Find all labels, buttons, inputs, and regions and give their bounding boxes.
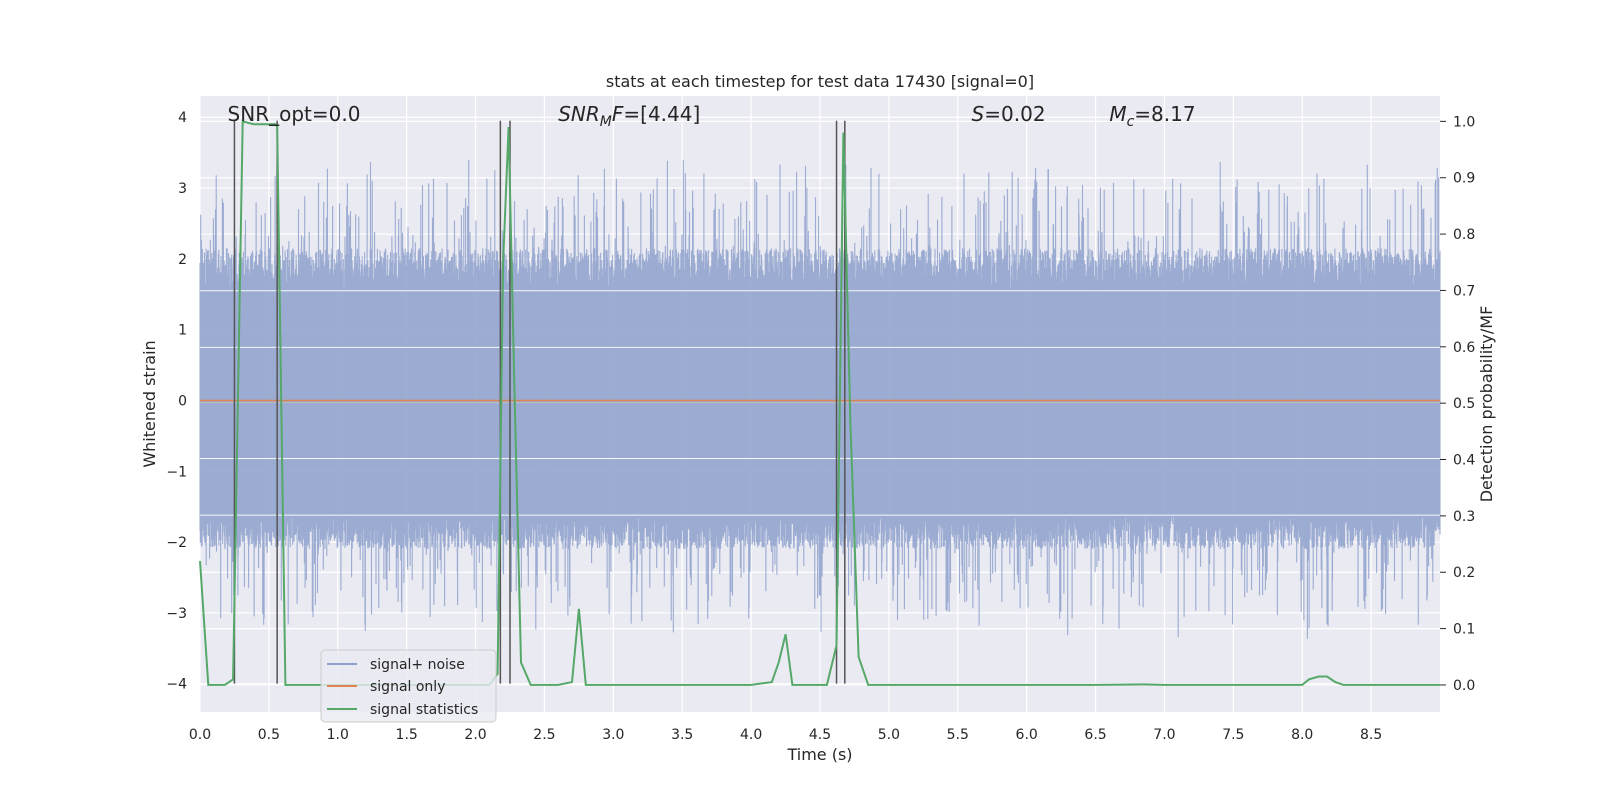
y-tick-label: 0	[178, 393, 187, 409]
y-axis-ticks: −4 −3 −2 −1 0 1 2 3 4	[166, 110, 187, 692]
x-tick-label: 6.0	[1016, 727, 1038, 743]
x-tick-label: 5.5	[947, 727, 969, 743]
x-tick-label: 7.5	[1222, 727, 1244, 743]
y2-tick-label: 0.5	[1453, 396, 1475, 412]
x-tick-label: 1.0	[327, 727, 349, 743]
y2-tick-label: 0.0	[1453, 678, 1475, 694]
annotation-chirp-mass: Mc=8.17	[1109, 102, 1195, 130]
y-tick-label: 1	[178, 323, 187, 339]
annotations: SNR_opt=0.0 SNRMF=[4.44] S=0.02 Mc=8.17	[228, 102, 1196, 130]
annotation-snr-mf: SNRMF=[4.44]	[558, 102, 700, 130]
x-tick-label: 4.0	[740, 727, 762, 743]
x-tick-label: 3.5	[671, 727, 693, 743]
y2-axis-ticks: 0.0 0.1 0.2 0.3 0.4 0.5 0.6 0.7 0.8 0.9 1.0	[1440, 114, 1475, 694]
y2-tick-label: 0.1	[1453, 622, 1475, 638]
signal-statistics-line	[199, 120, 1440, 686]
signal-statistics-series	[199, 120, 1440, 686]
y-tick-label: 4	[178, 110, 187, 126]
y2-tick-label: 0.7	[1453, 283, 1475, 299]
x-tick-label: 0.5	[258, 727, 280, 743]
legend: signal+ noise signal only signal statist…	[320, 649, 497, 723]
y2-axis-label: Detection probability/MF	[1477, 306, 1496, 503]
x-tick-label: 2.0	[464, 727, 486, 743]
x-tick-label: 5.0	[878, 727, 900, 743]
x-tick-label: 8.5	[1360, 727, 1382, 743]
annotation-snr-opt: SNR_opt=0.0	[228, 102, 361, 126]
y2-tick-label: 0.9	[1453, 171, 1475, 187]
x-tick-label: 1.5	[396, 727, 418, 743]
x-tick-label: 3.0	[602, 727, 624, 743]
y2-tick-label: 0.3	[1453, 509, 1475, 525]
x-tick-label: 8.0	[1291, 727, 1313, 743]
x-axis-ticks: 0.0 0.5 1.0 1.5 2.0 2.5 3.0 3.5 4.0 4.5 5.0 5.5 6.0 6…	[189, 727, 1382, 743]
y2-tick-label: 1.0	[1453, 114, 1475, 130]
chart-title: stats at each timestep for test data 174…	[606, 72, 1034, 91]
x-tick-label: 0.0	[189, 727, 211, 743]
x-tick-label: 2.5	[533, 727, 555, 743]
x-tick-label: 7.0	[1153, 727, 1175, 743]
y2-tick-label: 0.6	[1453, 340, 1475, 356]
y-tick-label: −2	[166, 535, 187, 551]
legend-box	[320, 649, 497, 723]
y-tick-label: 2	[178, 252, 187, 268]
y-tick-label: −4	[166, 677, 187, 693]
x-axis-label: Time (s)	[786, 745, 852, 764]
legend-label-signal-only: signal only	[370, 679, 445, 695]
annotation-s-stat: S=0.02	[972, 102, 1046, 126]
y2-tick-label: 0.8	[1453, 227, 1475, 243]
y2-tick-label: 0.2	[1453, 565, 1475, 581]
signal-noise-series	[199, 159, 1441, 639]
legend-label-signal-statistics: signal statistics	[370, 702, 478, 718]
y-axis-label: Whitened strain	[140, 340, 159, 467]
x-tick-label: 6.5	[1084, 727, 1106, 743]
y-tick-label: −3	[166, 606, 187, 622]
y2-tick-label: 0.4	[1453, 453, 1475, 469]
legend-label-signal-noise: signal+ noise	[370, 657, 465, 673]
x-tick-label: 4.5	[809, 727, 831, 743]
y-tick-label: −1	[166, 464, 187, 480]
y-tick-label: 3	[178, 181, 187, 197]
